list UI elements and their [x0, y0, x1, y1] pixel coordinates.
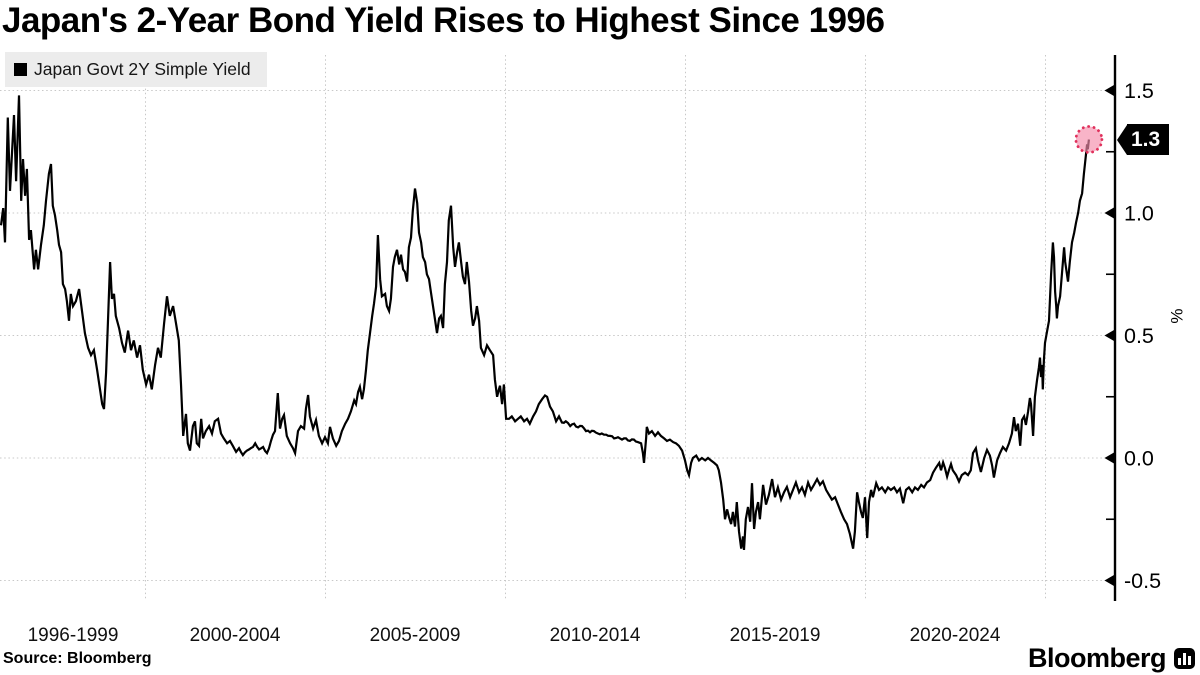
x-axis-label: 2020-2024	[910, 625, 1001, 646]
y-tick-arrow-icon	[1104, 575, 1114, 586]
last-value-badge: 1.3	[1117, 124, 1170, 155]
legend-swatch-icon	[14, 63, 27, 76]
bloomberg-wordmark: Bloomberg	[1027, 643, 1167, 673]
y-axis-unit-label: %	[1167, 308, 1187, 324]
yield-line-series	[0, 95, 1090, 550]
y-tick-label: 0.0	[1124, 447, 1154, 471]
y-tick-label: 1.0	[1124, 202, 1154, 226]
x-axis-label: 1996-1999	[28, 625, 119, 646]
badge-arrow-icon	[1117, 124, 1127, 155]
y-tick-label: 1.5	[1124, 79, 1154, 103]
y-tick-arrow-icon	[1104, 330, 1114, 341]
legend-label: Japan Govt 2Y Simple Yield	[34, 59, 251, 79]
bloomberg-logo: Bloomberg	[1028, 643, 1195, 674]
x-axis-label: 2005-2009	[370, 625, 461, 646]
last-value-label: 1.3	[1127, 124, 1170, 155]
legend: Japan Govt 2Y Simple Yield	[5, 52, 267, 87]
source-note: Source: Bloomberg	[3, 650, 152, 667]
x-axis-label: 2015-2019	[730, 625, 821, 646]
y-tick-label: -0.5	[1124, 569, 1161, 593]
chart-title: Japan's 2-Year Bond Yield Rises to Highe…	[2, 1, 885, 40]
x-axis-label: 2000-2004	[190, 625, 281, 646]
x-axis-label: 2010-2014	[550, 625, 641, 646]
y-tick-arrow-icon	[1104, 85, 1114, 96]
y-tick-arrow-icon	[1104, 452, 1114, 464]
y-tick-arrow-icon	[1104, 207, 1114, 219]
last-point-marker-icon	[1074, 125, 1104, 154]
bar-chart-icon	[1174, 648, 1195, 669]
y-tick-label: 0.5	[1124, 324, 1154, 348]
